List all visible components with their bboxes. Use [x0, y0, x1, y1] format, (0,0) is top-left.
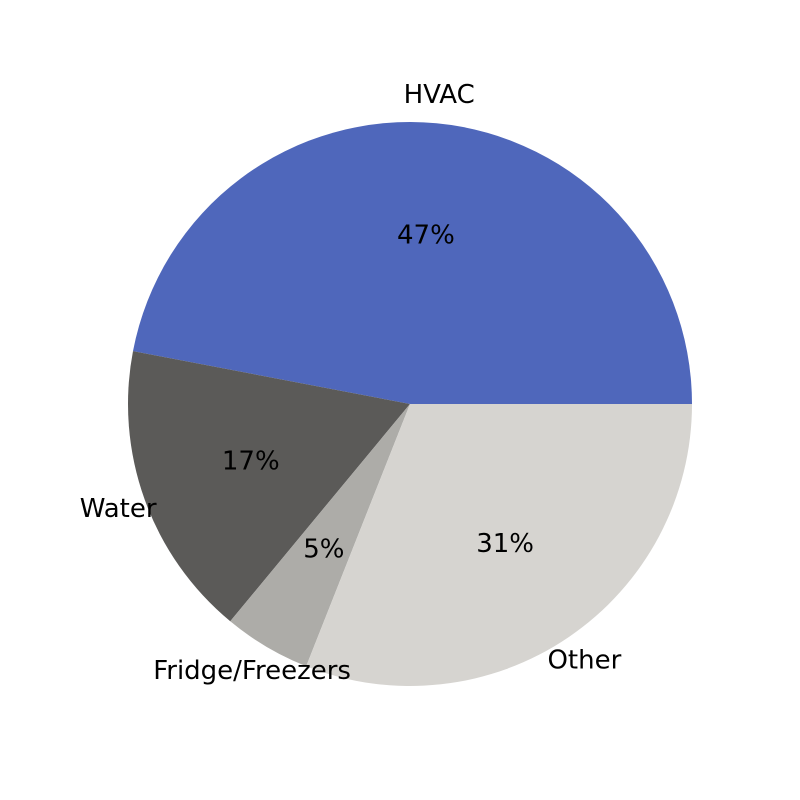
pct-label-other: 31% — [476, 529, 534, 559]
pct-label-water: 17% — [222, 446, 280, 476]
pie-slice-water — [128, 351, 411, 622]
slice-label-water: Water — [80, 494, 157, 524]
pie-slice-hvac — [132, 122, 692, 405]
slice-label-other: Other — [547, 646, 621, 676]
pct-label-fridge-freezers: 5% — [303, 535, 344, 565]
pie-labels: HVAC 47% Water 17% Fridge/Freezers 5% Other 31% — [80, 80, 622, 686]
slice-label-fridge-freezers: Fridge/Freezers — [153, 656, 351, 686]
pie-slice-fridge-freezers — [230, 404, 410, 667]
pct-label-hvac: 47% — [397, 221, 455, 251]
pie-slices — [128, 122, 692, 686]
pie-slice-other — [306, 404, 692, 686]
slice-label-hvac: HVAC — [404, 80, 475, 110]
